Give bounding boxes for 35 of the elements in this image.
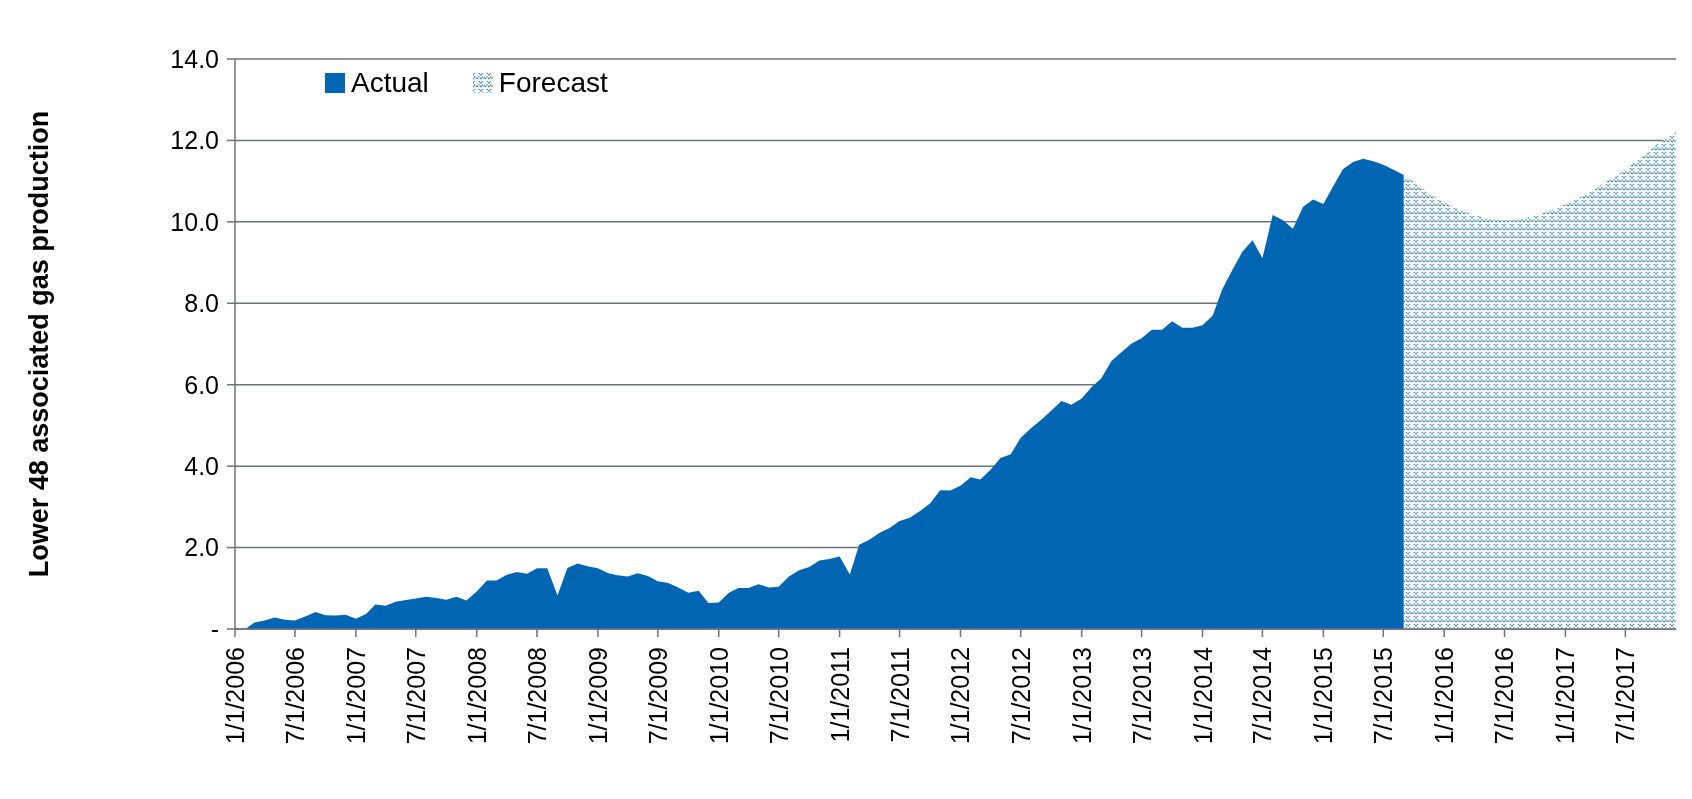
x-tick-label: 7/1/2011 — [885, 647, 914, 743]
x-tick-label: 7/1/2017 — [1611, 647, 1640, 745]
x-tick-label: 1/1/2015 — [1309, 647, 1338, 745]
y-tick-label: - — [210, 614, 219, 643]
x-tick-label: 1/1/2006 — [221, 647, 249, 745]
y-tick-label: 6.0 — [184, 370, 219, 399]
y-tick-label: 2.0 — [184, 533, 219, 562]
x-tick-label: 7/1/2014 — [1248, 646, 1277, 745]
x-tick-label: 1/1/2016 — [1430, 647, 1459, 745]
x-tick-label: 7/1/2015 — [1369, 647, 1398, 745]
x-tick-label: 1/1/2013 — [1067, 647, 1096, 745]
y-tick-label: 8.0 — [184, 289, 219, 318]
x-tick-label: 1/1/2012 — [946, 647, 975, 745]
x-tick-label: 1/1/2010 — [704, 647, 733, 745]
y-tick-label: 10.0 — [170, 207, 219, 236]
x-tick-label: 7/1/2006 — [280, 647, 309, 745]
x-tick-label: 7/1/2008 — [522, 647, 551, 745]
y-axis-title: Lower 48 associated gas production — [23, 110, 54, 578]
x-tick-label: 7/1/2012 — [1006, 647, 1035, 745]
x-tick-label: 1/1/2017 — [1551, 647, 1580, 745]
y-tick-label: 14.0 — [170, 44, 219, 73]
x-tick-label: 7/1/2009 — [643, 647, 672, 745]
legend-label: Forecast — [498, 67, 608, 99]
y-tick-label: 12.0 — [170, 126, 219, 155]
x-tick-label: 7/1/2010 — [764, 647, 793, 745]
y-tick-label: 4.0 — [184, 452, 219, 481]
x-tick-label: 1/1/2009 — [583, 647, 612, 745]
x-tick-label: 7/1/2007 — [401, 647, 430, 745]
x-tick-label: 7/1/2013 — [1127, 647, 1156, 745]
x-tick-label: 1/1/2011 — [825, 647, 854, 743]
x-tick-label: 1/1/2007 — [341, 647, 370, 745]
x-tick-label: 1/1/2008 — [462, 647, 491, 745]
x-tick-label: 1/1/2014 — [1188, 646, 1217, 745]
legend-label: Actual — [351, 67, 429, 99]
x-tick-label: 7/1/2016 — [1490, 647, 1519, 745]
